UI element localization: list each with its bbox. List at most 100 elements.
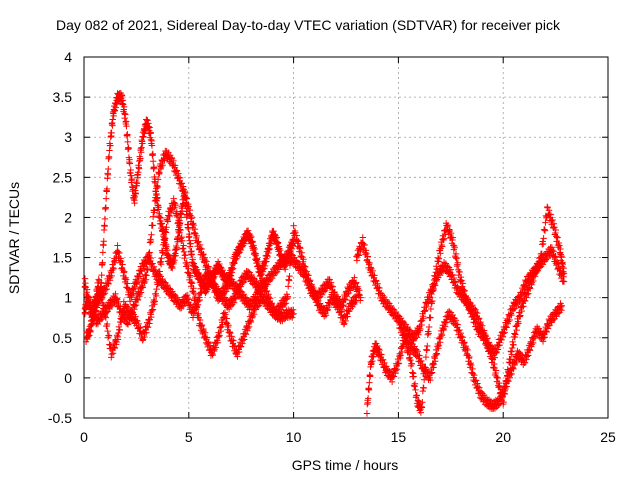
data-point xyxy=(252,306,260,313)
data-point xyxy=(560,278,568,285)
data-point xyxy=(180,242,187,249)
data-point xyxy=(292,229,299,236)
data-point xyxy=(214,339,221,346)
data-point xyxy=(510,306,517,313)
data-point xyxy=(90,309,98,317)
data-point xyxy=(200,280,207,288)
data-point xyxy=(265,293,273,301)
data-point xyxy=(101,222,108,230)
data-point xyxy=(134,296,142,304)
data-point xyxy=(376,284,383,292)
data-point xyxy=(158,220,166,227)
series-track-3 xyxy=(82,195,297,361)
data-point xyxy=(109,116,116,123)
data-point xyxy=(311,289,319,296)
data-point xyxy=(147,254,154,262)
data-point xyxy=(183,261,191,269)
data-point xyxy=(430,285,437,293)
data-point xyxy=(180,248,188,256)
data-point xyxy=(374,342,381,350)
data-point xyxy=(558,302,566,309)
data-point xyxy=(355,252,362,259)
data-point xyxy=(148,313,155,321)
data-point xyxy=(428,369,436,376)
data-point xyxy=(419,399,426,406)
data-point xyxy=(504,372,511,379)
data-point xyxy=(149,260,156,267)
data-point xyxy=(132,313,139,320)
data-point xyxy=(110,265,117,272)
data-point xyxy=(242,331,250,338)
data-point xyxy=(557,251,564,258)
data-point xyxy=(193,232,200,240)
data-point xyxy=(144,117,151,124)
data-point xyxy=(273,234,281,241)
x-tick-label: 5 xyxy=(185,429,193,445)
data-point xyxy=(451,244,458,251)
data-point xyxy=(523,353,531,360)
data-point xyxy=(254,303,261,310)
data-point xyxy=(105,165,112,173)
data-point xyxy=(418,357,425,365)
data-point xyxy=(307,277,314,284)
data-point xyxy=(202,256,209,264)
data-point xyxy=(420,315,427,322)
data-point xyxy=(364,253,371,260)
data-point xyxy=(254,290,262,297)
data-point xyxy=(351,274,358,281)
data-point xyxy=(389,306,397,313)
data-point xyxy=(195,238,202,246)
data-point xyxy=(438,243,446,250)
data-point xyxy=(108,129,115,137)
data-point xyxy=(452,279,459,286)
data-point xyxy=(232,295,240,303)
data-point xyxy=(205,263,212,270)
data-point xyxy=(411,343,418,350)
data-point xyxy=(104,327,111,335)
data-point xyxy=(102,195,110,202)
data-point xyxy=(234,253,241,260)
data-point xyxy=(134,317,141,325)
data-point xyxy=(282,266,289,273)
data-point xyxy=(137,324,144,332)
data-point xyxy=(515,320,522,327)
data-point xyxy=(305,272,312,279)
data-point xyxy=(413,346,420,354)
data-point xyxy=(374,284,382,291)
data-point xyxy=(422,353,430,361)
data-point xyxy=(116,326,123,334)
data-point xyxy=(364,395,372,402)
data-point xyxy=(400,330,407,338)
data-point xyxy=(412,386,419,394)
data-point xyxy=(467,361,475,369)
data-point xyxy=(503,324,510,331)
data-point xyxy=(149,150,157,158)
data-point xyxy=(417,325,424,333)
data-point xyxy=(118,92,126,99)
data-point xyxy=(168,206,175,214)
data-point xyxy=(129,310,136,318)
data-point xyxy=(198,321,206,329)
data-point xyxy=(147,129,154,136)
data-point xyxy=(432,275,439,282)
data-point xyxy=(329,283,337,290)
data-point xyxy=(111,344,119,352)
data-point xyxy=(463,345,470,352)
y-tick-label: 3.5 xyxy=(53,89,73,105)
data-point xyxy=(237,246,245,254)
data-point xyxy=(200,250,207,258)
data-point xyxy=(287,259,295,266)
data-point xyxy=(476,384,483,391)
data-point xyxy=(127,172,135,179)
data-point xyxy=(166,212,173,220)
data-point xyxy=(178,210,185,218)
data-point xyxy=(259,268,267,275)
data-point xyxy=(185,225,192,233)
data-point xyxy=(239,279,246,286)
data-point xyxy=(100,302,108,309)
data-point xyxy=(135,165,143,172)
data-point xyxy=(425,323,433,331)
data-point xyxy=(127,166,134,174)
data-point xyxy=(263,258,270,265)
data-point xyxy=(107,142,114,149)
